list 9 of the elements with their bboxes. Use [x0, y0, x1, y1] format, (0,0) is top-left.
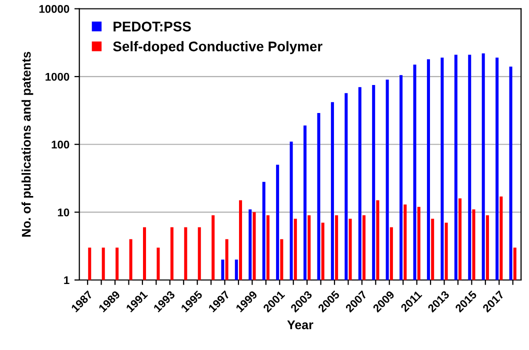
- y-tick-label: 10000: [39, 5, 70, 13]
- y-tick-label: 100: [52, 140, 70, 149]
- y-tick-label: 1: [64, 276, 70, 284]
- legend-label: Self-doped Conductive Polymer: [113, 41, 322, 54]
- y-axis-title: No. of publications and patents: [22, 52, 34, 237]
- y-tick-label: 10: [58, 208, 70, 216]
- y-tick-label: 1000: [46, 72, 70, 81]
- x-axis-title: Year: [287, 320, 314, 330]
- legend-label: PEDOT:PSS: [114, 22, 191, 32]
